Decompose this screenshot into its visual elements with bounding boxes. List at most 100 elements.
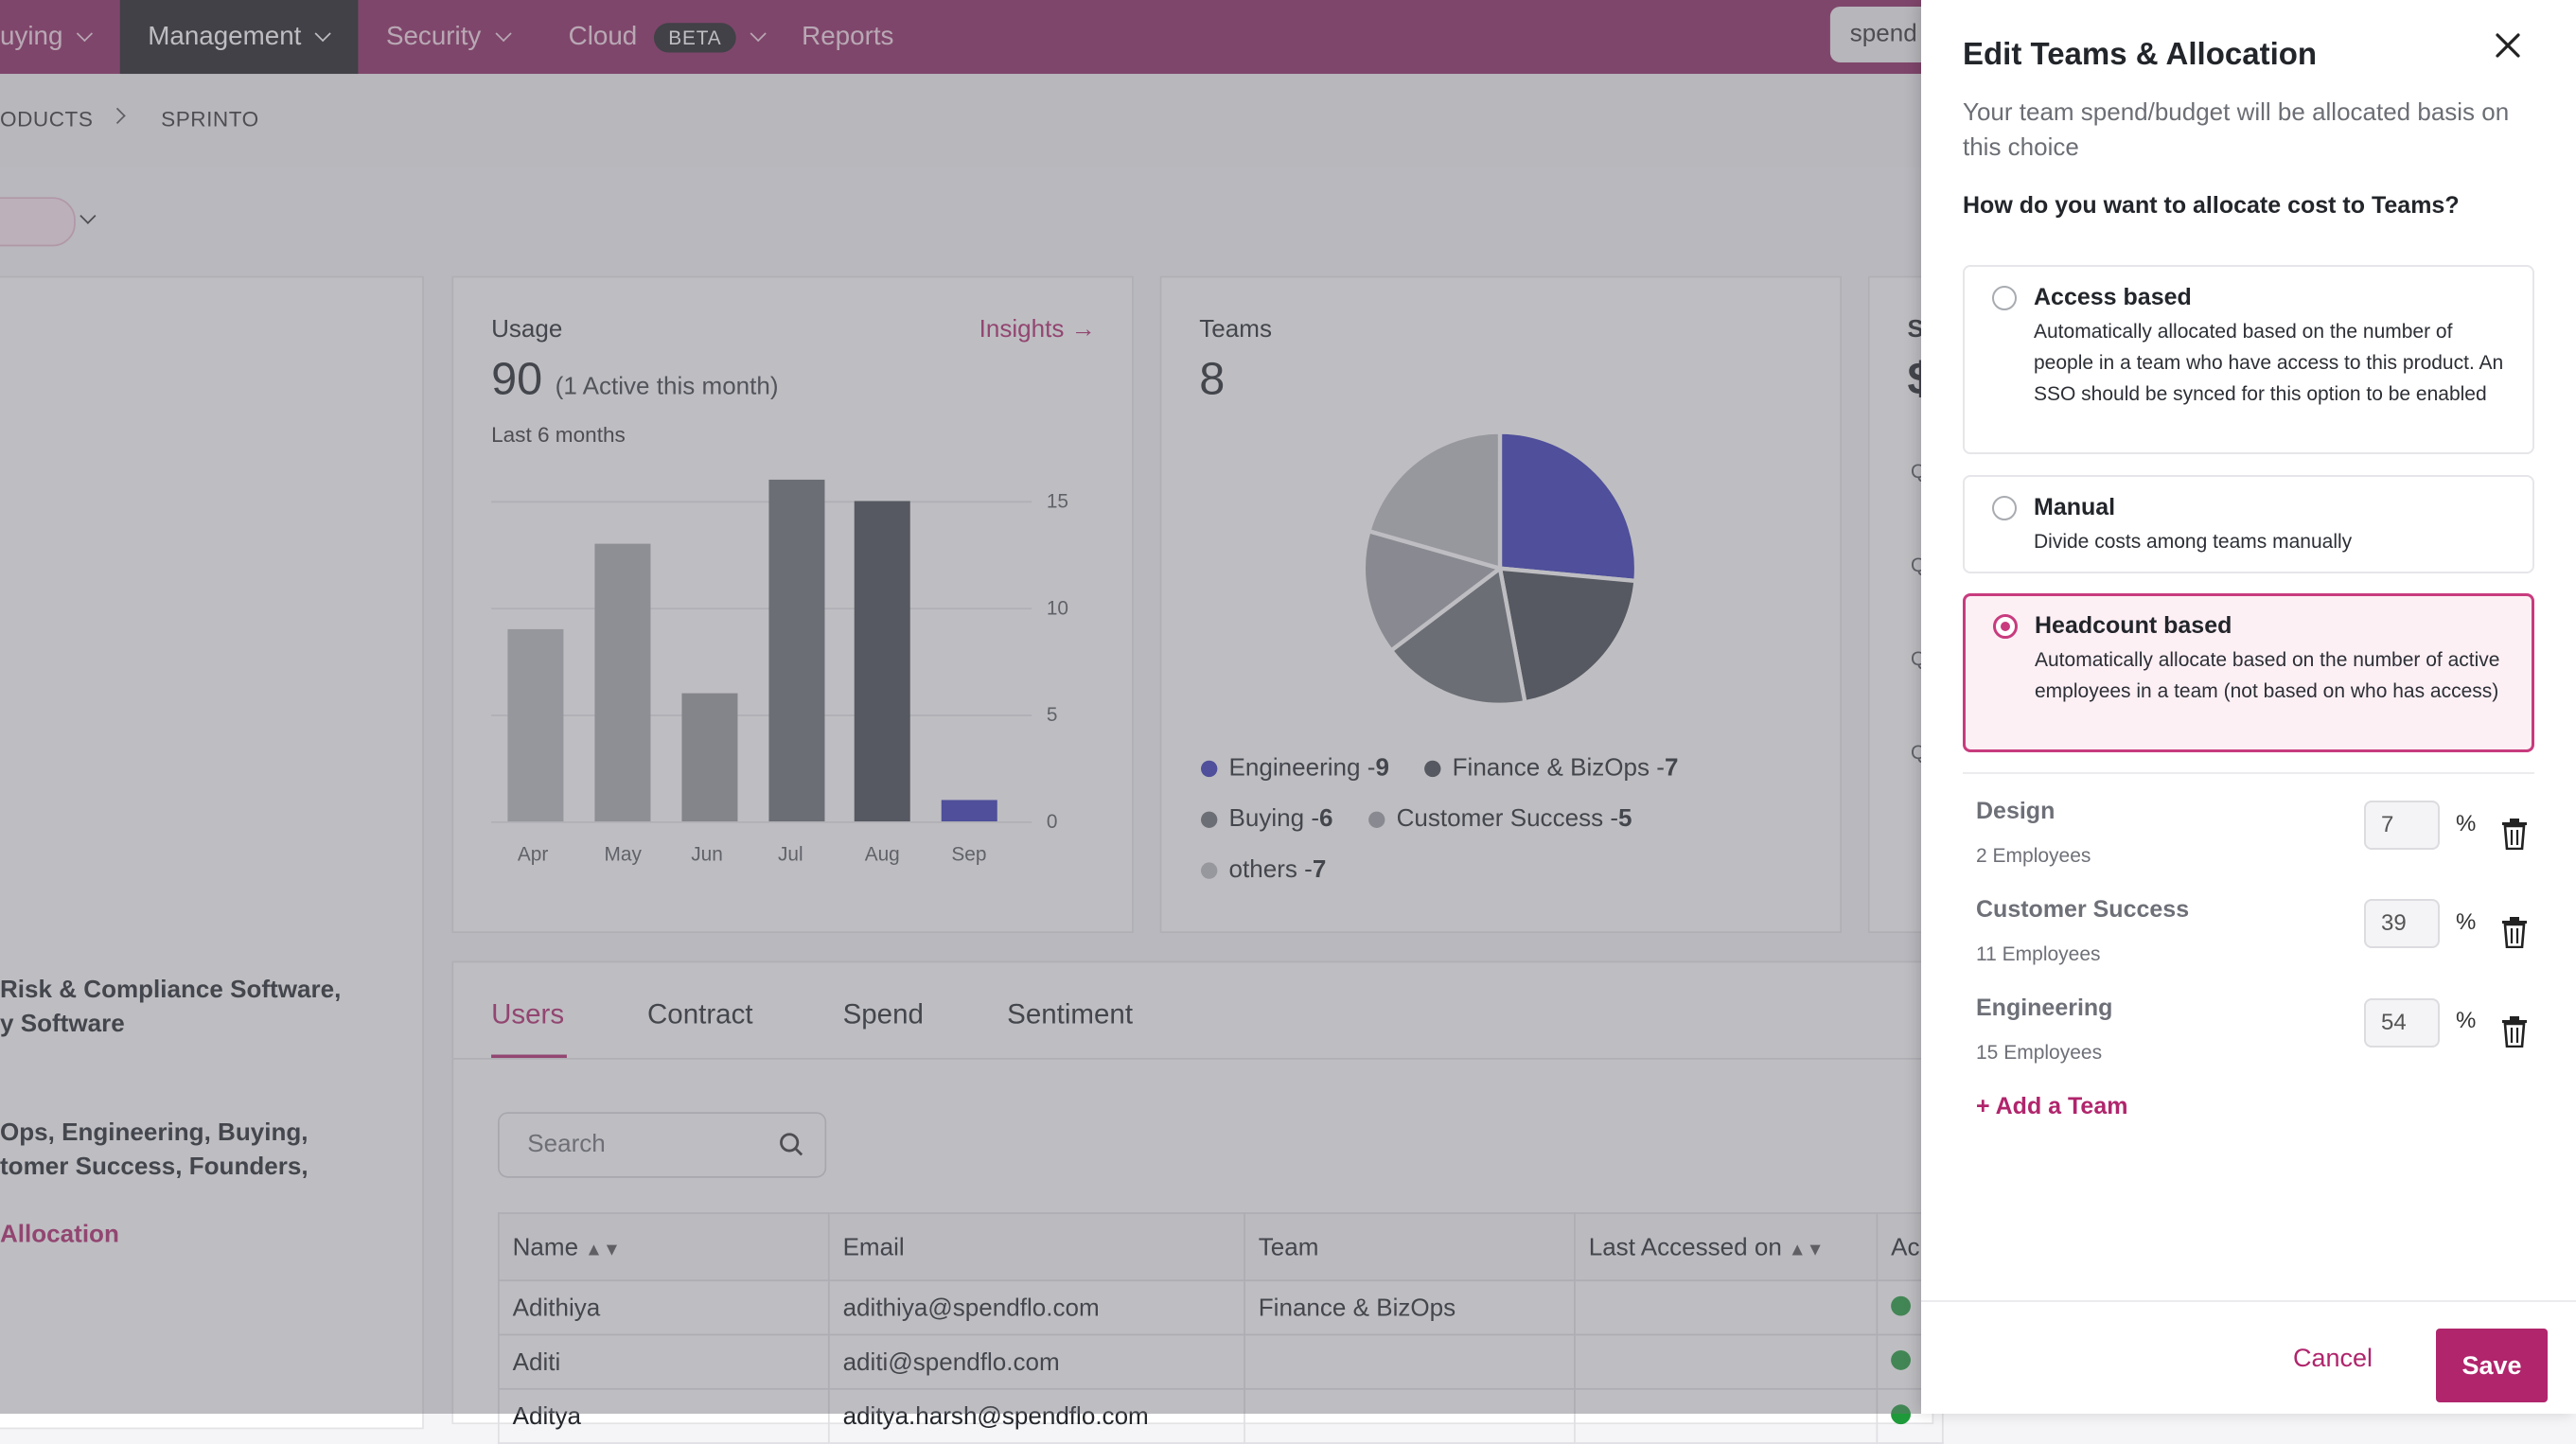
nav-reports-label: Reports <box>802 22 894 50</box>
team-employees: 11 Employees <box>1976 943 2101 965</box>
pie-slice-finance-bizops[interactable] <box>1497 566 1638 705</box>
pie-slice-customer-success[interactable] <box>1361 528 1505 654</box>
legend-dot <box>1201 861 1218 878</box>
gridline <box>491 821 1032 823</box>
cell-name: Aditi <box>498 1333 830 1390</box>
team-employees: 2 Employees <box>1976 845 2091 867</box>
radio-manual[interactable] <box>1992 496 2017 520</box>
sort-icon[interactable]: ▲▼ <box>1788 1239 1825 1259</box>
nav-management[interactable]: Management <box>119 0 359 75</box>
insights-link[interactable]: Insights → <box>979 315 1096 343</box>
categories-line: y Software <box>0 1010 125 1039</box>
status-dot <box>1891 1294 1911 1315</box>
bar-sep[interactable] <box>941 800 998 821</box>
nav-buying[interactable]: uying <box>0 0 120 74</box>
search-icon[interactable] <box>779 1132 803 1156</box>
tab-users[interactable]: Users <box>491 998 565 1030</box>
legend-value: 7 <box>1312 855 1327 884</box>
x-tick-label: Jul <box>777 842 803 866</box>
bar-jul[interactable] <box>768 479 824 821</box>
gridline <box>491 608 1032 610</box>
tab-contract[interactable]: Contract <box>646 998 753 1030</box>
modal-backdrop[interactable] <box>0 0 1921 1414</box>
legend-value: 5 <box>1618 804 1632 834</box>
design-percent-input[interactable] <box>2364 801 2440 850</box>
trash-icon[interactable] <box>2500 916 2529 948</box>
pie-slice-engineering[interactable] <box>1497 430 1639 584</box>
bar-jun[interactable] <box>680 693 737 821</box>
pie-slice-buying[interactable] <box>1387 564 1527 707</box>
y-tick-label: 15 <box>1046 489 1069 513</box>
legend-engineering: Engineering - 9 <box>1201 753 1389 783</box>
y-tick-label: 5 <box>1046 703 1058 727</box>
bar-apr[interactable] <box>507 628 564 821</box>
tab-spend[interactable]: Spend <box>842 998 924 1030</box>
sort-icon[interactable]: ▲▼ <box>585 1239 621 1259</box>
col-label: Team <box>1258 1232 1319 1261</box>
legend-label: Engineering - <box>1228 753 1376 783</box>
x-tick-label: Apr <box>517 842 549 866</box>
team-name-design: Design <box>1976 798 2056 824</box>
option-access-based[interactable]: Access based Automatically allocated bas… <box>1963 265 2534 454</box>
x-tick-label: May <box>604 842 642 866</box>
radio-headcount-based[interactable] <box>1993 614 2018 639</box>
close-icon[interactable] <box>2489 26 2527 64</box>
option-description: Divide costs among teams manually <box>2034 531 2353 553</box>
col-label: Last Accessed on <box>1588 1232 1782 1261</box>
x-tick-label: Aug <box>864 842 900 866</box>
legend-dot <box>1201 810 1218 828</box>
radio-access-based[interactable] <box>1992 286 2017 310</box>
pie-slice-others[interactable] <box>1366 430 1503 572</box>
edit-teams-drawer: Edit Teams & Allocation Your team spend/… <box>1921 0 2576 1414</box>
nav-security[interactable]: Security <box>386 0 512 74</box>
col-last-accessed[interactable]: Last Accessed on ▲▼ <box>1574 1212 1879 1282</box>
cell-team: Finance & BizOps <box>1244 1279 1576 1336</box>
beta-badge: BETA <box>653 22 737 52</box>
breadcrumb-products[interactable]: ODUCTS <box>0 106 94 132</box>
breadcrumb-sprinto: SPRINTO <box>161 106 259 132</box>
legend-label: Finance & BizOps - <box>1452 753 1665 783</box>
col-email: Email <box>827 1212 1245 1282</box>
trash-icon[interactable] <box>2500 818 2529 850</box>
option-headcount-based[interactable]: Headcount based Automatically allocate b… <box>1963 593 2534 752</box>
legend-dot <box>1368 810 1385 828</box>
allocation-question: How do you want to allocate cost to Team… <box>1963 192 2460 219</box>
option-manual[interactable]: Manual Divide costs among teams manually <box>1963 475 2534 573</box>
users-search-input[interactable]: Search <box>498 1112 827 1178</box>
gridline <box>491 501 1032 503</box>
percent-sign: % <box>2456 909 2477 935</box>
teams-line: tomer Success, Founders, <box>0 1153 309 1182</box>
bar-aug[interactable] <box>855 501 911 821</box>
table-row[interactable]: Aditi aditi@spendflo.com <box>498 1333 1944 1390</box>
bar-may[interactable] <box>594 543 651 821</box>
product-info-card <box>0 275 424 1430</box>
nav-cloud-label: Cloud <box>568 22 638 50</box>
categories-text: Risk & Compliance Software, y Software <box>0 973 341 1042</box>
status-pill[interactable] <box>0 197 76 247</box>
save-button[interactable]: Save <box>2436 1329 2548 1402</box>
trash-icon[interactable] <box>2500 1015 2529 1048</box>
col-label: Email <box>842 1232 905 1261</box>
col-name[interactable]: Name ▲▼ <box>498 1212 830 1282</box>
tab-divider <box>453 1057 1932 1060</box>
legend-dot <box>1424 759 1441 777</box>
tab-sentiment[interactable]: Sentiment <box>1007 998 1134 1030</box>
teams-text: Ops, Engineering, Buying, tomer Success, … <box>0 1116 309 1185</box>
col-label: Ac <box>1891 1232 1920 1261</box>
allocation-link[interactable]: Allocation <box>0 1220 119 1249</box>
team-name-engineering: Engineering <box>1976 995 2113 1021</box>
engineering-percent-input[interactable] <box>2364 998 2440 1048</box>
legend-customer-success: Customer Success - 5 <box>1368 804 1632 834</box>
teams-line: Ops, Engineering, Buying, <box>0 1118 309 1147</box>
team-name-customer-success: Customer Success <box>1976 896 2190 923</box>
cell-name: Adithiya <box>498 1279 830 1336</box>
customer-success-percent-input[interactable] <box>2364 899 2440 948</box>
divider <box>1963 772 2534 774</box>
option-description: Automatically allocate based on the numb… <box>2035 649 2500 702</box>
table-header-row: Name ▲▼ Email Team Last Accessed on ▲▼ Ac <box>498 1212 1944 1282</box>
nav-cloud[interactable]: Cloud BETA <box>568 0 768 74</box>
nav-reports[interactable]: Reports <box>802 0 893 74</box>
cancel-button[interactable]: Cancel <box>2293 1344 2373 1372</box>
add-team-link[interactable]: + Add a Team <box>1976 1093 2128 1119</box>
